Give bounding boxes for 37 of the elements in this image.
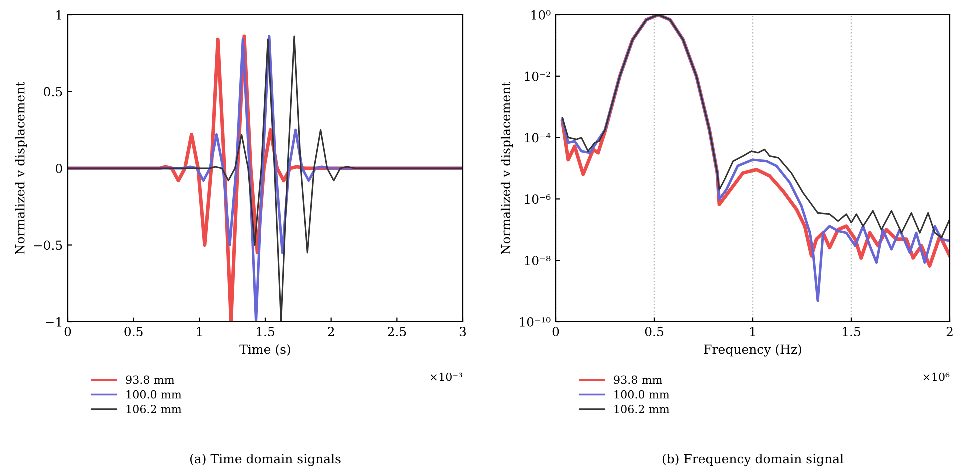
y-tick-label: −0.5	[34, 240, 62, 250]
x-tick-label: 0	[64, 327, 72, 337]
text: (b) Frequency domain signal	[662, 454, 844, 466]
y-tick-label: 10⁰	[532, 10, 551, 20]
text: ×10⁶	[924, 372, 950, 382]
legend-label: 100.0 mm	[126, 390, 182, 399]
x-tick-label: 0.5	[645, 327, 664, 337]
y-tick-label: 10⁻⁸	[525, 256, 551, 266]
x-tick-label: 1	[197, 327, 202, 336]
y-tick-label: 10⁻¹⁰	[520, 317, 551, 327]
x-tick-label: 3	[460, 327, 466, 337]
x-axis-title: Time (s)	[240, 344, 290, 356]
x-tick-label: 2	[946, 327, 953, 336]
x-tick-label: 1	[750, 327, 756, 336]
legend-label: 106.2 mm	[126, 405, 182, 414]
legend-label: 93.8 mm	[614, 376, 663, 384]
x-tick-label: 2	[328, 327, 334, 336]
x-tick-label: 1.5	[257, 327, 274, 337]
x-tick-label: 2.5	[388, 327, 406, 337]
text: (a) Time domain signals	[190, 454, 341, 466]
x-tick-label: 1.5	[843, 327, 860, 337]
y-tick-label: −1	[46, 317, 62, 327]
text: ×10⁻³	[430, 372, 462, 382]
y-axis-title: Normalized v displacement	[500, 82, 514, 255]
y-tick-label: 10⁻²	[525, 72, 550, 82]
legend-label: 93.8 mm	[126, 376, 175, 384]
legend-label: 106.2 mm	[614, 405, 670, 414]
y-tick-label: 0.5	[44, 87, 62, 97]
legend-label: 100.0 mm	[614, 390, 670, 399]
y-tick-label: 10⁻⁴	[525, 133, 551, 143]
y-axis-title: Normalized v displacement	[15, 82, 28, 255]
x-tick-label: 0.5	[124, 327, 143, 337]
x-axis-title: Frequency (Hz)	[704, 344, 802, 357]
x-tick-label: 0	[552, 327, 560, 337]
y-tick-label: 10⁻⁶	[525, 194, 551, 204]
y-tick-label: 0	[56, 164, 62, 174]
y-tick-label: 1	[56, 10, 62, 20]
